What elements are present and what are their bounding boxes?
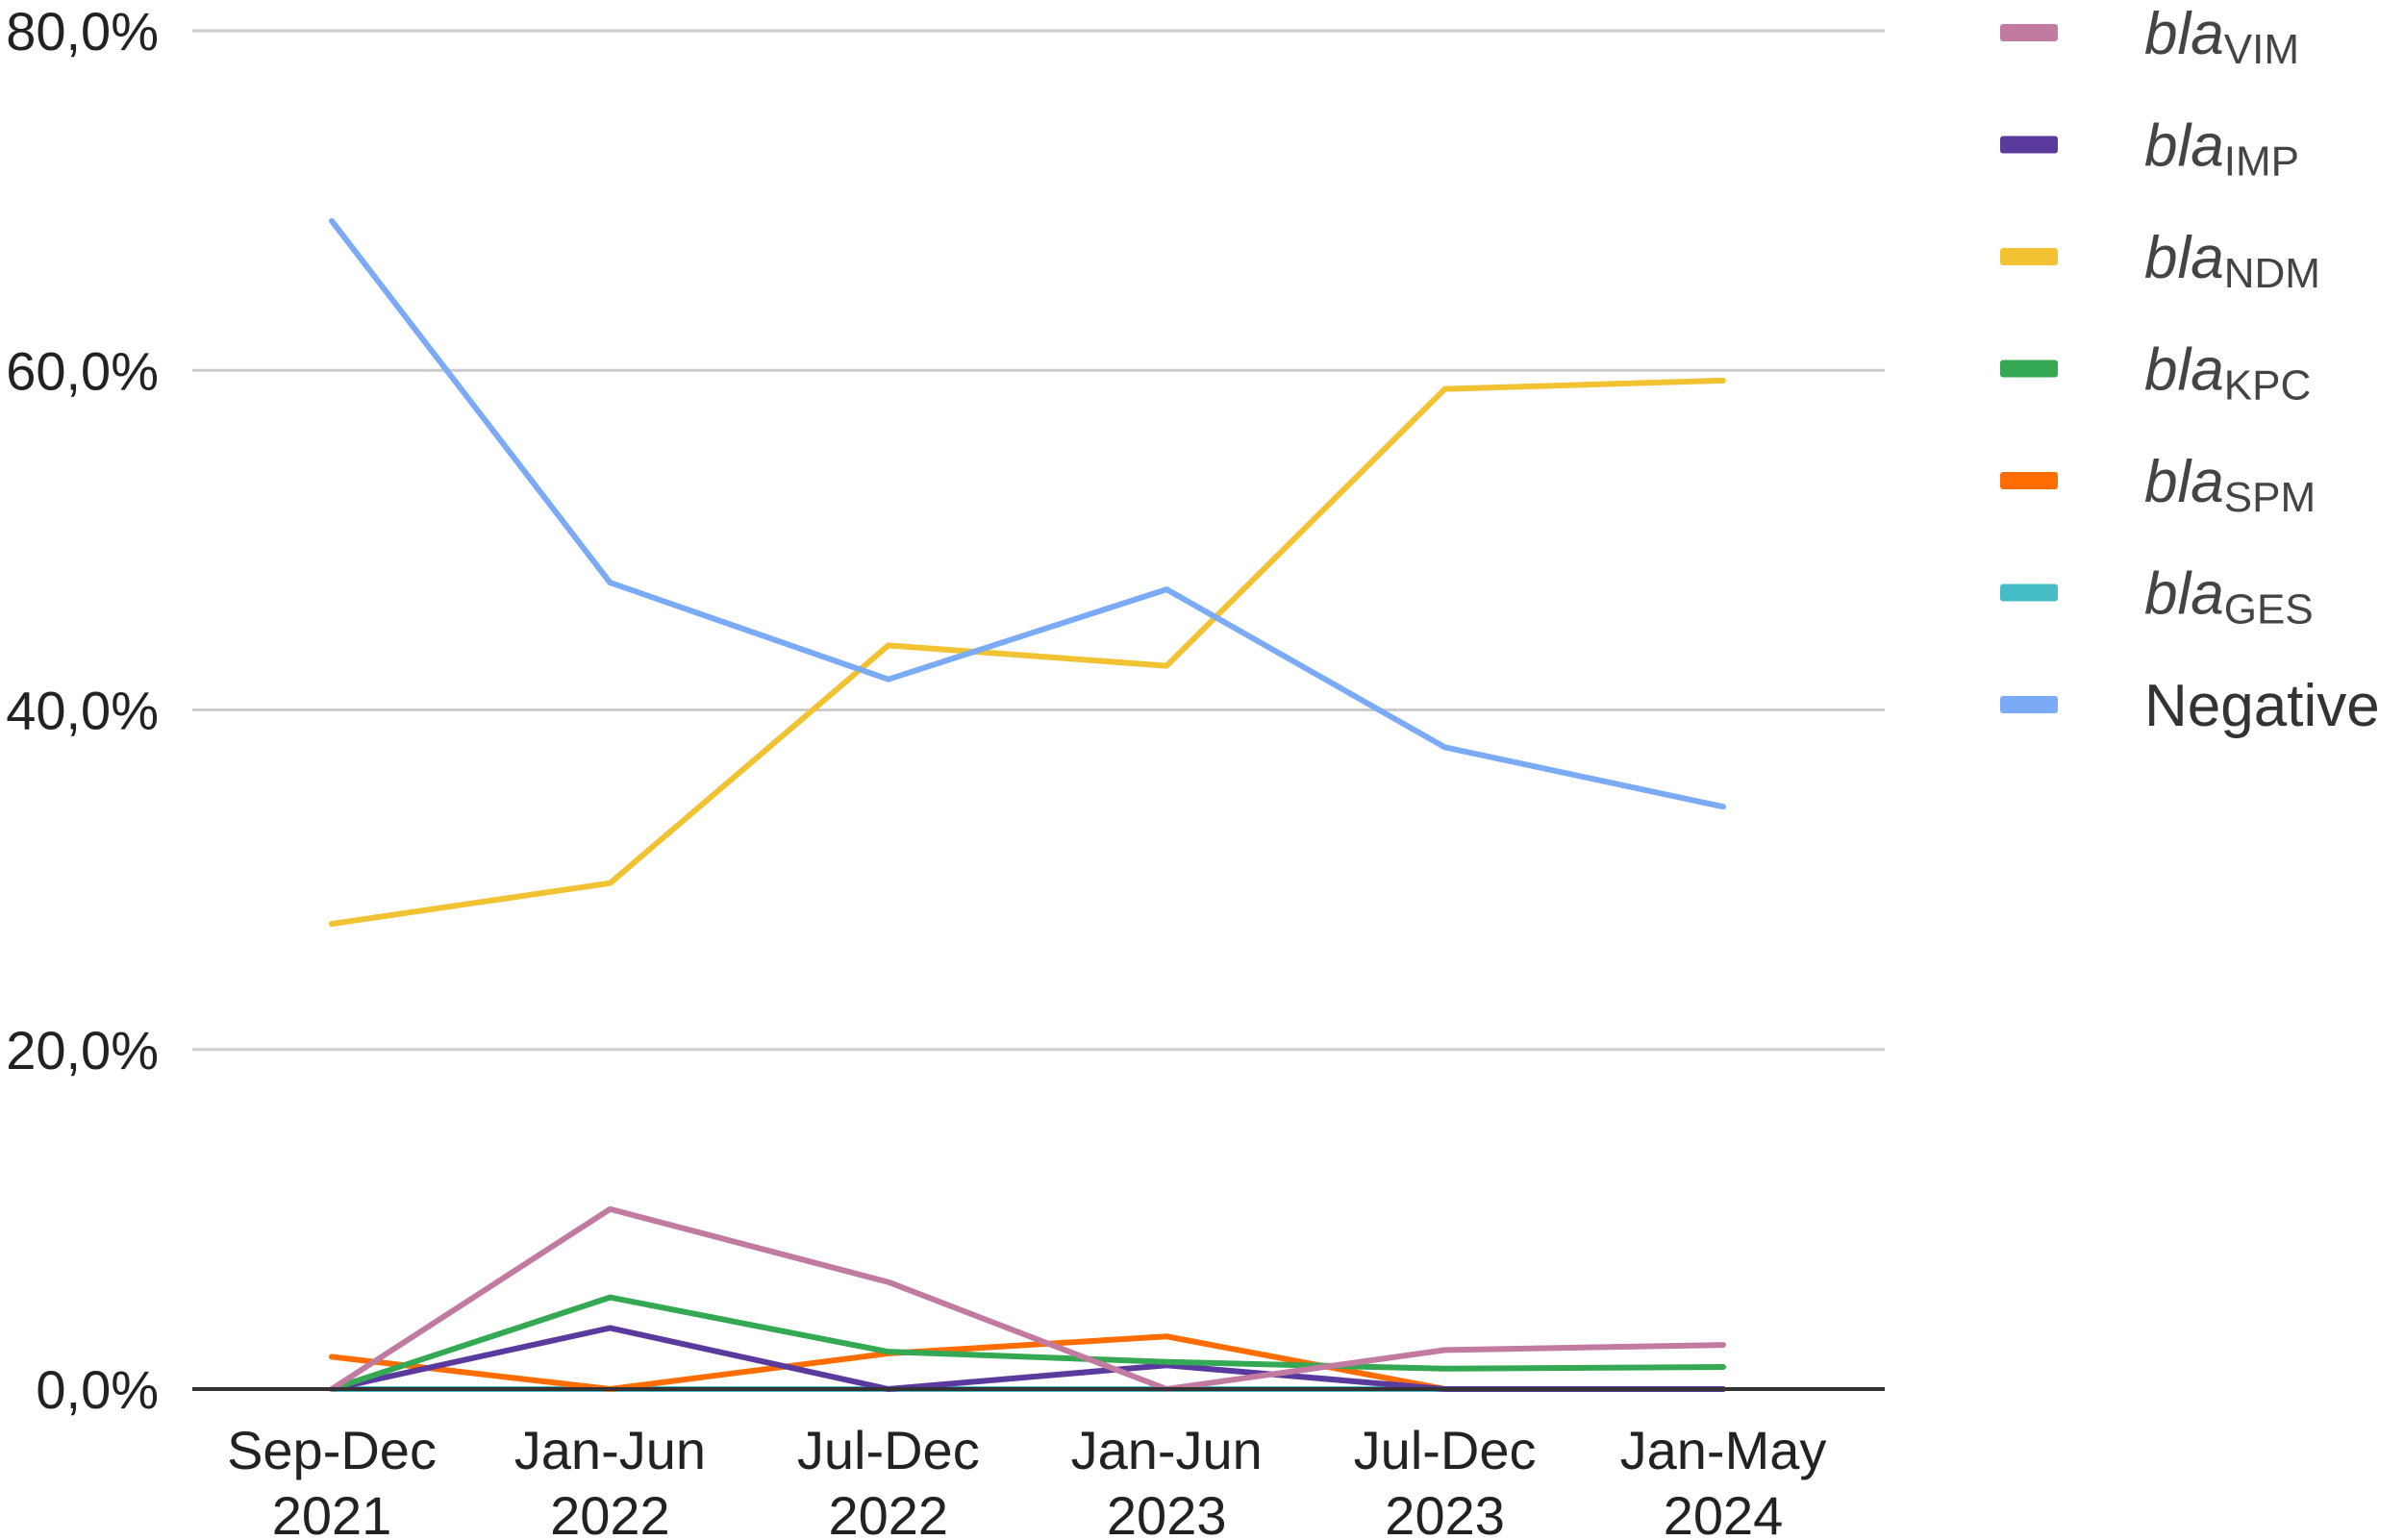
series-lines	[329, 217, 1726, 1392]
legend-item: blaGES	[2000, 561, 2314, 633]
x-tick-label: 2022	[829, 1485, 949, 1540]
series-line-kpc	[329, 1294, 1726, 1392]
y-tick-label: 60,0%	[6, 340, 159, 401]
legend-label: blaIMP	[2144, 113, 2299, 186]
legend-swatch	[2000, 696, 2058, 713]
gridlines	[192, 29, 1885, 1052]
legend-label: blaGES	[2144, 561, 2314, 633]
y-tick-label: 20,0%	[6, 1020, 159, 1080]
legend-label: blaVIM	[2144, 1, 2299, 73]
legend-item: blaKPC	[2000, 337, 2311, 410]
x-tick-label: 2021	[272, 1485, 392, 1540]
legend-label: blaKPC	[2144, 337, 2311, 410]
x-tick-label: Jan-Jun	[514, 1420, 706, 1480]
y-tick-labels: 0,0% 20,0% 40,0% 60,0% 80,0%	[6, 1, 159, 1420]
x-tick-label: 2022	[550, 1485, 670, 1540]
legend-label: blaNDM	[2144, 225, 2320, 297]
x-tick-label: Sep-Dec	[227, 1420, 437, 1480]
legend-item: blaSPM	[2000, 449, 2316, 521]
legend-label: blaSPM	[2144, 449, 2316, 521]
x-tick-label: 2023	[1107, 1485, 1227, 1540]
legend-item: Negative	[2000, 673, 2380, 739]
y-tick-label: 0,0%	[36, 1359, 159, 1420]
x-tick-label: Jul-Dec	[797, 1420, 980, 1480]
x-tick-labels: Sep-Dec2021Jan-Jun2022Jul-Dec2022Jan-Jun…	[227, 1420, 1826, 1540]
legend-item: blaVIM	[2000, 1, 2299, 73]
legend: blaVIM blaIMP blaNDM blaKPC blaSPM blaGES Nega…	[2000, 1, 2380, 739]
legend-swatch	[2000, 24, 2058, 41]
x-tick-label: Jan-May	[1620, 1420, 1827, 1480]
x-tick-label: 2023	[1385, 1485, 1505, 1540]
legend-item: blaNDM	[2000, 225, 2320, 297]
legend-swatch	[2000, 472, 2058, 489]
x-tick-label: Jan-Jun	[1071, 1420, 1263, 1480]
legend-swatch	[2000, 136, 2058, 154]
legend-label: Negative	[2144, 673, 2380, 739]
y-tick-label: 80,0%	[6, 1, 159, 62]
legend-swatch	[2000, 248, 2058, 265]
series-line-vim	[329, 1205, 1726, 1392]
y-tick-label: 40,0%	[6, 681, 159, 741]
legend-item: blaIMP	[2000, 113, 2299, 186]
legend-swatch	[2000, 360, 2058, 378]
series-line-negative	[329, 217, 1726, 810]
series-line-ndm	[329, 377, 1726, 928]
x-tick-label: Jul-Dec	[1354, 1420, 1537, 1480]
x-tick-label: 2024	[1664, 1485, 1784, 1540]
legend-swatch	[2000, 584, 2058, 602]
